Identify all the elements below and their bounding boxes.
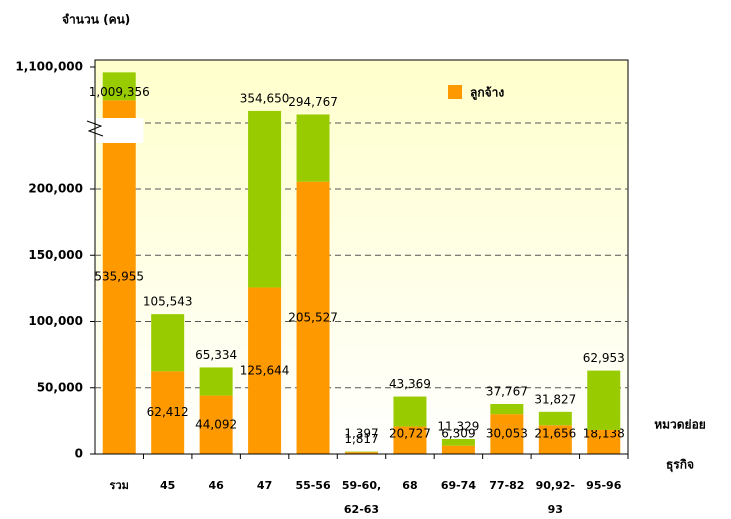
- total-label: 105,543: [143, 295, 193, 309]
- total-label: 37,767: [486, 384, 528, 398]
- value-label: 62,412: [147, 405, 189, 419]
- x-tick-label: รวม: [109, 479, 129, 492]
- total-label: 11,329: [437, 419, 479, 433]
- x-tick-label: 47: [256, 479, 273, 492]
- total-label: 294,767: [288, 95, 338, 109]
- total-label: 62,953: [583, 351, 625, 365]
- x-tick-label: 68: [402, 479, 418, 492]
- total-label: 65,334: [195, 348, 237, 362]
- x-tick-label: 90,92-93: [535, 479, 575, 516]
- y-axis-title: จำนวน (คน): [62, 13, 130, 27]
- total-label: 1,817: [344, 432, 378, 446]
- bar-segment: [199, 395, 233, 454]
- bar-segment: [248, 110, 282, 288]
- total-label: 1,009,356: [89, 85, 150, 99]
- legend-label: ลูกจ้าง: [470, 86, 504, 101]
- y-tick-label: 50,000: [37, 380, 83, 394]
- value-label: 44,092: [195, 417, 237, 431]
- bar-segment: [490, 414, 524, 454]
- x-tick-label: 69-74: [440, 479, 476, 492]
- bar-segment: [151, 371, 185, 454]
- value-label: 125,644: [240, 363, 290, 377]
- value-label: 1,397: [344, 427, 378, 441]
- x-tick-label: 45: [160, 479, 176, 492]
- value-label: 6,309: [441, 427, 475, 441]
- total-label: 354,650: [240, 91, 290, 105]
- x-tick-label: 95-96: [586, 479, 622, 492]
- value-label: 30,053: [486, 427, 528, 441]
- bar-segment: [102, 100, 136, 454]
- bar-segment: [441, 438, 475, 446]
- y-tick-label: 200,000: [28, 182, 83, 196]
- axis-break: [96, 118, 144, 143]
- x-tick-label: 46: [208, 479, 224, 492]
- axis-break-mark: [86, 120, 104, 137]
- value-label: 535,955: [94, 270, 144, 284]
- bar-segment: [248, 287, 282, 454]
- x-axis-title: ธุรกิจ: [666, 458, 694, 473]
- value-label: 18,138: [583, 427, 625, 441]
- bar-segment: [199, 367, 233, 396]
- value-label: 21,656: [534, 427, 576, 441]
- x-tick-label: 55-56: [295, 479, 331, 492]
- value-label: 205,527: [288, 310, 338, 324]
- y-tick-label: 100,000: [28, 314, 83, 328]
- x-tick-label: 77-82: [489, 479, 525, 492]
- bar-segment: [441, 445, 475, 454]
- bar-segment: [587, 370, 621, 430]
- bar-segment: [538, 411, 572, 426]
- legend-swatch: [448, 85, 462, 99]
- y-tick-label: 0: [75, 447, 83, 461]
- total-label: 43,369: [389, 377, 431, 391]
- value-label: 20,727: [389, 427, 431, 441]
- total-label: 31,827: [534, 392, 576, 406]
- bar-segment: [102, 72, 136, 101]
- bar-segment: [587, 429, 621, 454]
- bar-segment: [393, 426, 427, 454]
- bar-segment: [151, 314, 185, 372]
- bar-segment: [296, 181, 330, 454]
- x-axis-title: หมวดย่อย: [654, 418, 706, 432]
- bar-segment: [345, 452, 378, 454]
- bar-segment: [393, 396, 427, 427]
- y-tick-label: 1,100,000: [15, 60, 83, 74]
- y-tick-label: 150,000: [28, 248, 83, 262]
- bar-segment: [296, 114, 330, 182]
- bar-segment: [490, 403, 524, 415]
- bar-segment: [538, 425, 572, 454]
- bar-segment: [345, 451, 378, 453]
- x-tick-label: 59-60, 62-63: [341, 479, 382, 516]
